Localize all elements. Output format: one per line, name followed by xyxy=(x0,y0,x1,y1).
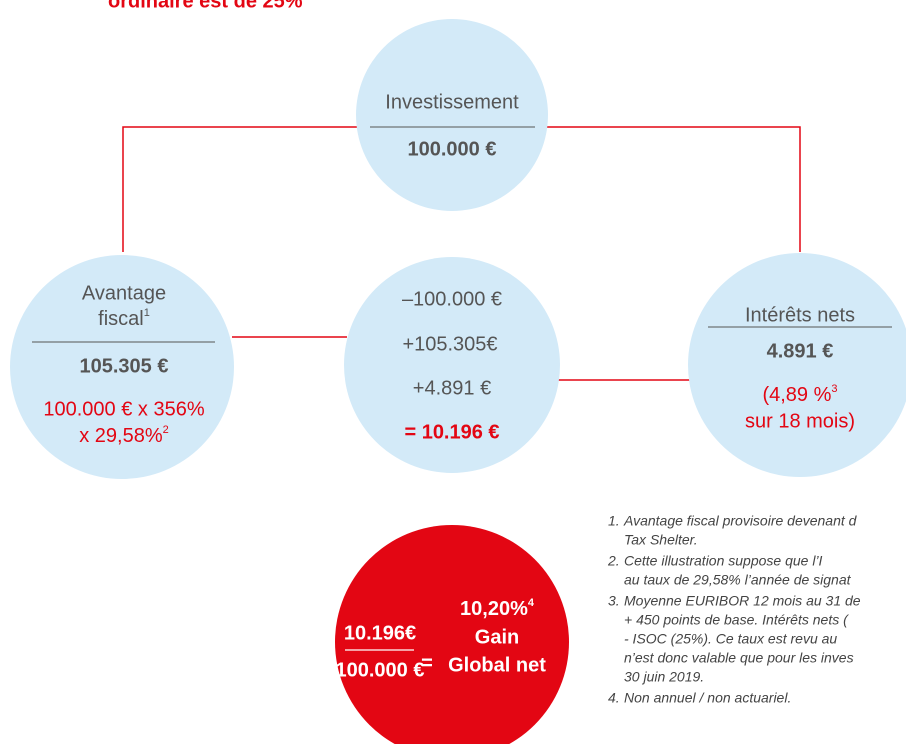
result-denominator: 100.000 € xyxy=(336,659,425,681)
footnote-number: 3. xyxy=(608,593,620,609)
footnote-line: Cette illustration suppose que l’I xyxy=(624,553,823,569)
footnote-line: n’est donc valable que pour les inves xyxy=(624,650,854,666)
node-detail: 100.000 € x 356% xyxy=(43,398,204,420)
footnote-line: au taux de 29,58% l’année de signat xyxy=(624,572,852,588)
footnote-number: 4. xyxy=(608,690,620,706)
node-circle xyxy=(10,255,234,479)
footnote-line: Non annuel / non actuariel. xyxy=(624,690,791,706)
footnote-line: Moyenne EURIBOR 12 mois au 31 de xyxy=(624,593,861,609)
calc-total: = 10.196 € xyxy=(404,421,499,443)
footnotes: 1. Avantage fiscal provisoire devenant d T… xyxy=(607,513,861,706)
node-amount: 105.305 € xyxy=(80,355,169,377)
footnote-line: - ISOC (25%). Ce taux est revu au xyxy=(624,631,837,647)
result-label: Global net xyxy=(448,654,546,676)
superscript: 2 xyxy=(163,424,169,436)
node-circle xyxy=(356,19,548,211)
node-circle xyxy=(688,253,906,477)
calc-line: –100.000 € xyxy=(402,288,502,310)
result-circle xyxy=(335,525,569,744)
node-label: Intérêts nets xyxy=(745,304,855,326)
label-text: fiscal xyxy=(98,308,144,330)
circles xyxy=(10,19,906,479)
dividers xyxy=(32,126,892,343)
node-circle xyxy=(344,257,560,473)
node-label: Investissement xyxy=(385,91,519,113)
connector xyxy=(547,126,801,252)
result-equals: = xyxy=(421,652,433,674)
superscript: 3 xyxy=(831,383,837,395)
footnote-line: + 450 points de base. Intérêts nets ( xyxy=(624,612,849,628)
detail-text: x 29,58% xyxy=(79,425,163,447)
superscript: 1 xyxy=(144,307,150,319)
calc-line: +105.305€ xyxy=(402,333,497,355)
result-label: Gain xyxy=(475,626,519,648)
connector xyxy=(122,126,357,252)
rate-text: 10,20% xyxy=(460,598,528,620)
detail-text: (4,89 % xyxy=(762,384,831,406)
node-detail: (4,89 %3 xyxy=(762,383,837,406)
node-amount: 100.000 € xyxy=(408,138,497,160)
node-detail: sur 18 mois) xyxy=(745,410,855,432)
calc-line: +4.891 € xyxy=(413,377,491,399)
footnote-line: Tax Shelter. xyxy=(624,532,698,548)
header-fragment: ordinaire est de 25% xyxy=(108,0,303,12)
node-amount: 4.891 € xyxy=(767,340,834,362)
result-numerator: 10.196€ xyxy=(344,622,416,644)
footnote-number: 1. xyxy=(608,513,620,529)
result-rate: 10,20%4 xyxy=(460,597,535,620)
footnote-line: Avantage fiscal provisoire devenant d xyxy=(623,513,858,529)
node-label: fiscal1 xyxy=(98,307,150,330)
footnote-number: 2. xyxy=(607,553,620,569)
node-detail: x 29,58%2 xyxy=(79,424,169,447)
footnote-line: 30 juin 2019. xyxy=(624,669,704,685)
superscript: 4 xyxy=(528,597,535,609)
node-label: Avantage xyxy=(82,282,166,304)
